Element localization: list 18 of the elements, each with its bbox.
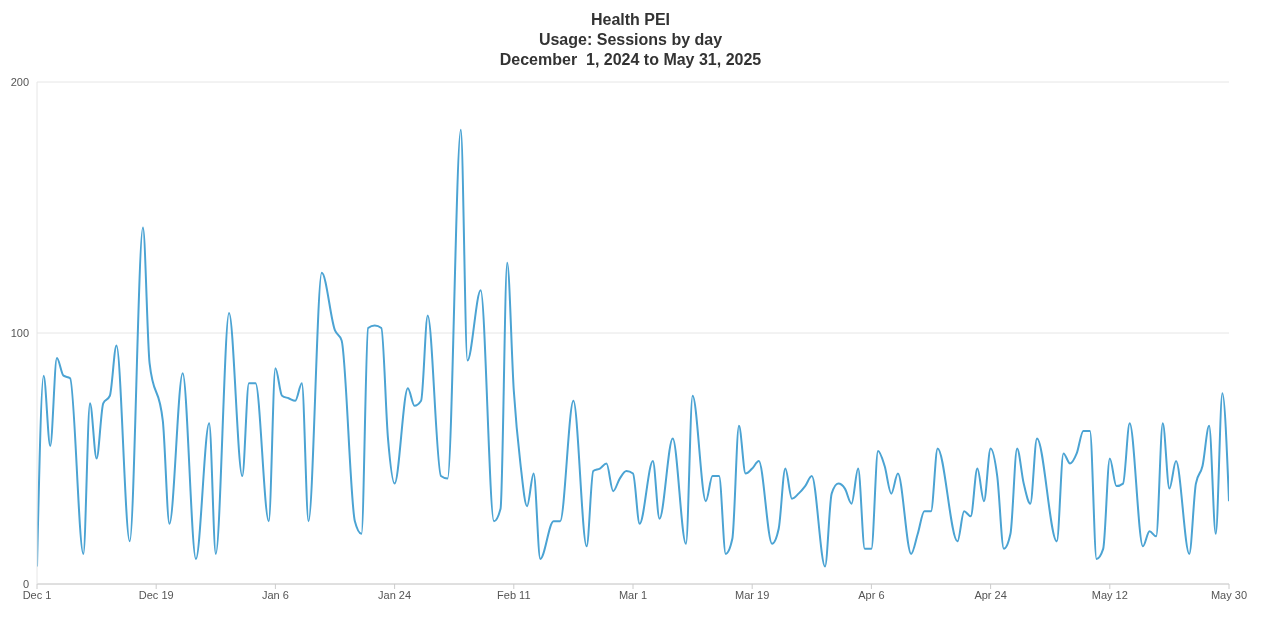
- x-tick-label: Mar 1: [618, 588, 648, 601]
- x-tick-label: Jan 6: [261, 588, 289, 601]
- x-tick-label: Dec 19: [138, 588, 174, 601]
- line-series: [37, 128, 1229, 568]
- y-tick-label: 100: [10, 326, 29, 339]
- x-tick-label: May 30: [1210, 588, 1248, 601]
- chart-title: Health PEI: [589, 10, 672, 30]
- text: December 1, 2024 to May 31, 2025: [498, 50, 763, 70]
- chart-subtitle: Usage: Sessions by day: [537, 30, 724, 50]
- y-tick-label: 200: [10, 75, 29, 88]
- x-tick-label: May 12: [1091, 588, 1128, 601]
- x-tick-label: Mar 19: [735, 588, 770, 601]
- x-tick-label: Apr 6: [858, 588, 885, 601]
- x-tick-label: Apr 24: [974, 588, 1007, 601]
- x-tick-label: Jan 24: [378, 588, 412, 601]
- x-tick-label: Feb 11: [497, 588, 531, 601]
- y-tick-label: 0: [22, 577, 29, 590]
- x-tick-label: Dec 1: [22, 588, 52, 601]
